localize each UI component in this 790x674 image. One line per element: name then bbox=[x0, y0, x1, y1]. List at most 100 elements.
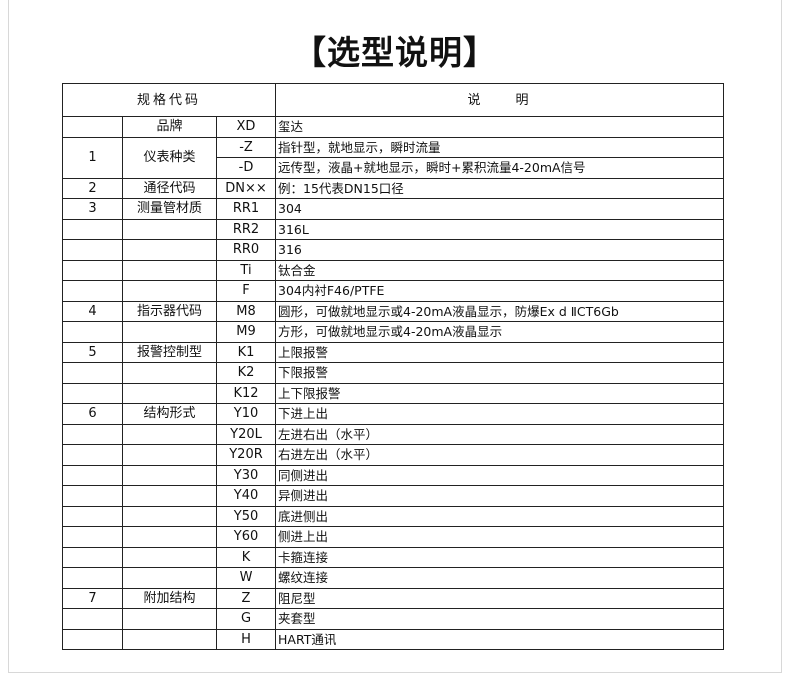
row-category: 结构形式 bbox=[122, 403, 217, 425]
row-category bbox=[122, 280, 217, 302]
row-category bbox=[122, 362, 217, 384]
row-category: 仪表种类 bbox=[122, 136, 217, 179]
row-category bbox=[122, 567, 217, 589]
table-row: 4 指示器代码 M8 圆形，可做就地显示或4-20mA液晶显示，防爆Ex d ⅡCT6… bbox=[62, 300, 724, 322]
row-description: 方形，可做就地显示或4-20mA液晶显示 bbox=[275, 321, 724, 343]
row-code: -Z bbox=[216, 136, 276, 158]
row-description: 钛合金 bbox=[275, 259, 724, 281]
row-category bbox=[122, 444, 217, 466]
row-description: 316 bbox=[275, 239, 724, 261]
row-category: 指示器代码 bbox=[122, 300, 217, 322]
row-category bbox=[122, 382, 217, 404]
row-code: Y20L bbox=[216, 423, 276, 445]
table-row: Y20R 右进左出（水平） bbox=[62, 444, 724, 466]
table-row: M9 方形，可做就地显示或4-20mA液晶显示 bbox=[62, 321, 724, 343]
table-row: Y20L 左进右出（水平） bbox=[62, 423, 724, 445]
row-category: 报警控制型 bbox=[122, 341, 217, 363]
row-number bbox=[62, 526, 123, 548]
row-description: 夹套型 bbox=[275, 608, 724, 630]
row-code: Y40 bbox=[216, 485, 276, 507]
row-code: Y30 bbox=[216, 464, 276, 486]
table-row: G 夹套型 bbox=[62, 608, 724, 630]
row-description: 阻尼型 bbox=[275, 587, 724, 609]
row-number: 1 bbox=[62, 136, 123, 179]
row-code: DN×× bbox=[216, 177, 276, 199]
row-code: Y10 bbox=[216, 403, 276, 425]
table-row: 5 报警控制型 K1 上限报警 bbox=[62, 341, 724, 363]
row-code: K bbox=[216, 546, 276, 568]
row-description: 同侧进出 bbox=[275, 464, 724, 486]
row-description: 圆形，可做就地显示或4-20mA液晶显示，防爆Ex d ⅡCT6Gb bbox=[275, 300, 724, 322]
row-number bbox=[62, 567, 123, 589]
row-number bbox=[62, 362, 123, 384]
row-category: 附加结构 bbox=[122, 587, 217, 609]
row-number bbox=[62, 116, 123, 138]
table-row: Y60 侧进上出 bbox=[62, 526, 724, 548]
table-row: 6 结构形式 Y10 下进上出 bbox=[62, 403, 724, 425]
row-description: 304 bbox=[275, 198, 724, 220]
row-code: -D bbox=[216, 157, 276, 179]
table-row: RR2 316L bbox=[62, 218, 724, 240]
row-description: 上下限报警 bbox=[275, 382, 724, 404]
table-row: K 卡箍连接 bbox=[62, 546, 724, 568]
table-row: 3 测量管材质 RR1 304 bbox=[62, 198, 724, 220]
row-number: 3 bbox=[62, 198, 123, 220]
table-row: H HART通讯 bbox=[62, 628, 724, 650]
table-header: 规格代码 说 明 bbox=[62, 83, 724, 117]
row-number bbox=[62, 505, 123, 527]
row-category bbox=[122, 628, 217, 650]
row-number: 2 bbox=[62, 177, 123, 199]
row-description: HART通讯 bbox=[275, 628, 724, 650]
row-code: Y50 bbox=[216, 505, 276, 527]
row-code: Z bbox=[216, 587, 276, 609]
row-number bbox=[62, 321, 123, 343]
table-row: 1 仪表种类 -Z 指针型，就地显示，瞬时流量 bbox=[62, 136, 724, 179]
row-description: 底进侧出 bbox=[275, 505, 724, 527]
row-number bbox=[62, 423, 123, 445]
table-row: 7 附加结构 Z 阻尼型 bbox=[62, 587, 724, 609]
row-code: XD bbox=[216, 116, 276, 138]
row-number: 6 bbox=[62, 403, 123, 425]
row-number bbox=[62, 608, 123, 630]
row-code: K1 bbox=[216, 341, 276, 363]
table-row: F 304内衬F46/PTFE bbox=[62, 280, 724, 302]
table-row: W 螺纹连接 bbox=[62, 567, 724, 589]
table-row: -D 远传型，液晶+就地显示，瞬时+累积流量4-20mA信号 bbox=[63, 157, 724, 179]
row-number bbox=[62, 485, 123, 507]
row-category bbox=[122, 423, 217, 445]
row-number bbox=[62, 259, 123, 281]
row-number bbox=[62, 546, 123, 568]
row-description: 316L bbox=[275, 218, 724, 240]
row-description: 远传型，液晶+就地显示，瞬时+累积流量4-20mA信号 bbox=[275, 157, 724, 179]
row-description: 右进左出（水平） bbox=[275, 444, 724, 466]
row-code: RR2 bbox=[216, 218, 276, 240]
row-description: 上限报警 bbox=[275, 341, 724, 363]
table-row: Y50 底进侧出 bbox=[62, 505, 724, 527]
table-row: Ti 钛合金 bbox=[62, 259, 724, 281]
row-description: 指针型，就地显示，瞬时流量 bbox=[275, 136, 724, 158]
page-frame bbox=[8, 0, 782, 673]
table-row: K12 上下限报警 bbox=[62, 382, 724, 404]
header-desc: 说 明 bbox=[275, 83, 724, 117]
row-number bbox=[62, 218, 123, 240]
selection-table: 规格代码 说 明 品牌 XD 玺达 1 仪表种类 -Z 指针型，就地显示，瞬时流量 -D 远传型… bbox=[62, 83, 724, 650]
row-code: RR1 bbox=[216, 198, 276, 220]
row-description: 304内衬F46/PTFE bbox=[275, 280, 724, 302]
row-description: 左进右出（水平） bbox=[275, 423, 724, 445]
row-category bbox=[122, 526, 217, 548]
row-number: 7 bbox=[62, 587, 123, 609]
row-number bbox=[62, 382, 123, 404]
row-category bbox=[122, 505, 217, 527]
table-row: K2 下限报警 bbox=[62, 362, 724, 384]
row-description: 螺纹连接 bbox=[275, 567, 724, 589]
row-number bbox=[62, 444, 123, 466]
row-category bbox=[122, 239, 217, 261]
row-code: K12 bbox=[216, 382, 276, 404]
row-category bbox=[122, 608, 217, 630]
header-code: 规格代码 bbox=[62, 83, 276, 117]
row-description: 玺达 bbox=[275, 116, 724, 138]
row-number bbox=[62, 628, 123, 650]
row-code: W bbox=[216, 567, 276, 589]
row-code: K2 bbox=[216, 362, 276, 384]
row-category bbox=[122, 321, 217, 343]
